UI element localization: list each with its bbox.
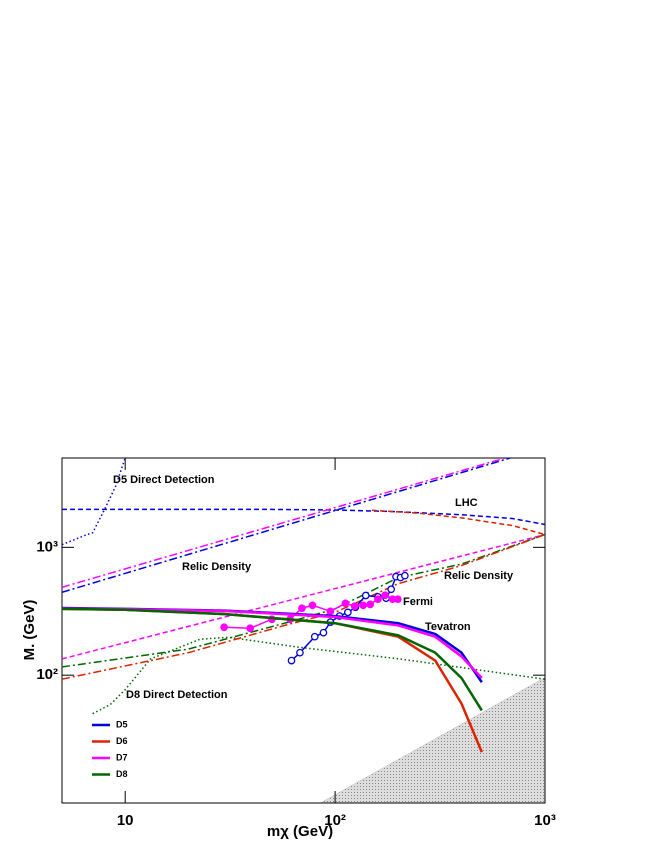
data-point (343, 608, 352, 617)
y-axis-label: M. (GeV) (21, 600, 38, 661)
data-point (361, 591, 370, 600)
curve (62, 458, 511, 594)
data-point (381, 591, 389, 600)
curve (62, 458, 126, 546)
legend-label: D7 (116, 752, 128, 762)
annotation: Fermi (403, 596, 433, 608)
y-tick-label: 10² (36, 666, 58, 683)
data-point (350, 602, 359, 611)
x-tick-label: 10 (117, 812, 134, 829)
x-tick-label: 10³ (534, 812, 556, 829)
data-point (220, 623, 228, 632)
legend-label: D5 (116, 719, 128, 729)
data-point (359, 601, 367, 610)
data-point (401, 571, 409, 580)
y-tick-label: 10³ (36, 538, 58, 555)
curve (372, 509, 545, 536)
legend-label: D8 (116, 769, 128, 779)
curve (62, 458, 506, 589)
data-point (387, 585, 396, 594)
data-point (310, 632, 319, 641)
legend-label: D6 (116, 736, 128, 746)
data-point (298, 604, 306, 613)
data-point (319, 628, 328, 637)
data-point (366, 600, 375, 609)
x-axis-label: mχ (GeV) (267, 823, 333, 840)
data-point (296, 648, 304, 657)
data-point (374, 595, 382, 604)
curve (62, 533, 545, 680)
curve (62, 533, 545, 668)
data-point (287, 656, 296, 665)
annotation: D5 Direct Detection (113, 474, 215, 486)
annotation: Relic Density (182, 561, 252, 573)
data-point (341, 599, 350, 608)
x-tick-label: 10² (324, 812, 346, 829)
annotation: D8 Direct Detection (126, 689, 228, 701)
data-point (246, 624, 255, 633)
annotation: Relic Density (444, 570, 514, 582)
data-point (393, 595, 402, 604)
data-point (326, 607, 335, 616)
curve (62, 533, 545, 660)
curve (62, 607, 483, 712)
plot-frame (61, 457, 546, 804)
annotation: LHC (455, 497, 478, 509)
data-point (308, 601, 317, 610)
excluded-region (319, 677, 546, 804)
annotation: Tevatron (425, 621, 471, 633)
